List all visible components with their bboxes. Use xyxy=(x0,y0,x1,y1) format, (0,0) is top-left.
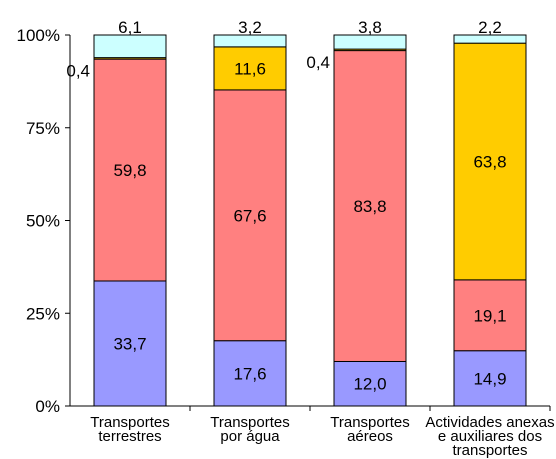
data-label: 59,8 xyxy=(113,161,146,180)
bar-segment xyxy=(453,279,527,352)
bar-segment xyxy=(453,42,527,281)
x-tick-label: Transportes terrestres xyxy=(90,414,169,445)
data-label: 19,1 xyxy=(473,306,506,325)
bar-segment xyxy=(213,46,287,91)
bar-segment xyxy=(93,58,167,282)
x-tick-label: Transportes por água xyxy=(210,414,289,445)
data-labels: 33,7 59,8 0,4 6,1 17,6 67,6 11,6 3,2 12,0 83,8 0,4… xyxy=(66,18,506,394)
bar-segment xyxy=(213,89,287,342)
data-label: 6,1 xyxy=(118,18,142,37)
bar-segment xyxy=(93,280,167,407)
bar-segment xyxy=(213,34,287,48)
bar-segment xyxy=(453,34,527,44)
data-label: 33,7 xyxy=(113,334,146,353)
data-label: 14,9 xyxy=(473,369,506,388)
data-label: 12,0 xyxy=(353,375,386,394)
x-tick-label: Transportes aéreos xyxy=(330,414,409,445)
bar-segment xyxy=(333,360,407,407)
y-tick-label: 75% xyxy=(26,119,60,138)
data-label: 0,4 xyxy=(306,53,330,72)
x-tick-label: Actividades anexas e auxiliares dos transp… xyxy=(425,414,554,459)
y-tick-label: 25% xyxy=(26,304,60,323)
data-label: 63,8 xyxy=(473,153,506,172)
data-label: 3,2 xyxy=(238,18,262,37)
data-label: 0,4 xyxy=(66,62,90,81)
data-label: 67,6 xyxy=(233,206,266,225)
bar-segment xyxy=(333,50,407,362)
y-tick-label: 50% xyxy=(26,212,60,231)
axes: 0% 25% 50% 75% 100% Transportes terrestres Tran… xyxy=(17,26,555,459)
bars xyxy=(93,34,527,407)
y-tick-label: 100% xyxy=(17,26,60,45)
bar-segment xyxy=(453,350,527,407)
data-label: 83,8 xyxy=(353,197,386,216)
data-label: 3,8 xyxy=(358,18,382,37)
data-label: 11,6 xyxy=(234,59,266,78)
data-label: 2,2 xyxy=(478,18,502,37)
bar-segment xyxy=(333,34,407,50)
data-label: 17,6 xyxy=(233,364,266,383)
bar-segment xyxy=(93,34,167,59)
bar-segment xyxy=(213,340,287,407)
y-tick-label: 0% xyxy=(35,397,60,416)
